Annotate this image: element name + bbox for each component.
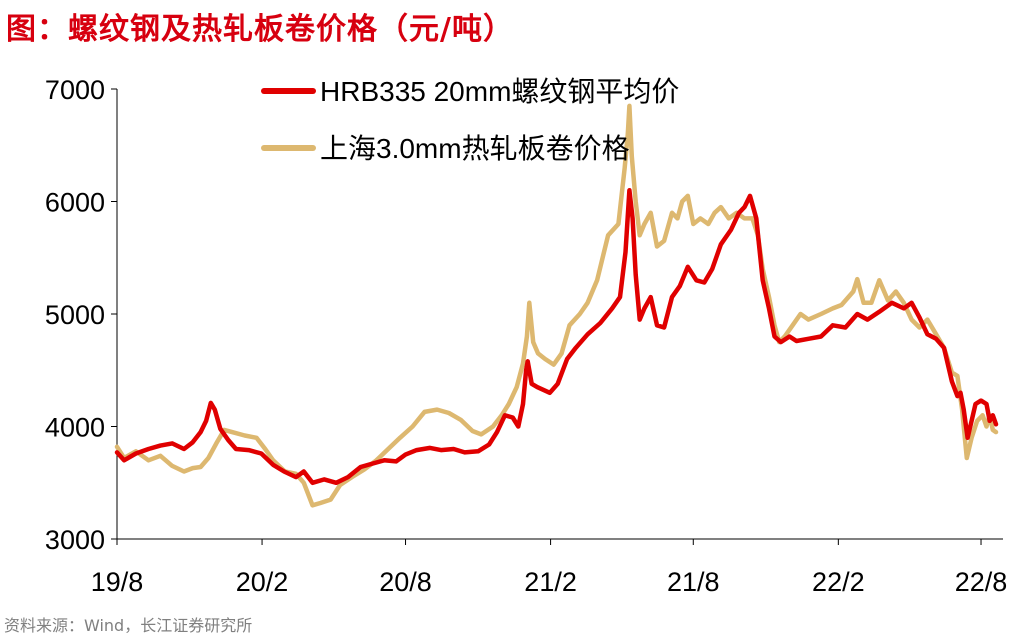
x-tick-label: 22/8 (955, 567, 1008, 597)
x-tick-label: 19/8 (91, 567, 144, 597)
chart-axes: 7000 6000 5000 4000 3000 19/8 20/2 20/8 21/2 21/8… (45, 75, 1007, 597)
chart-title: 图：螺纹钢及热轧板卷价格（元/吨） (6, 12, 514, 47)
y-tick-label: 4000 (45, 413, 105, 443)
y-tick-label: 5000 (45, 300, 105, 330)
source-note: 资料来源：Wind，长江证券研究所 (4, 616, 253, 635)
hot-rolled-coil-price-line (114, 103, 999, 508)
rebar-price-line (114, 188, 999, 486)
chart-series (114, 103, 999, 508)
x-tick-label: 21/2 (524, 567, 577, 597)
x-tick-label: 20/2 (236, 567, 289, 597)
x-tick-label: 22/2 (812, 567, 865, 597)
x-tick-label: 20/8 (379, 567, 432, 597)
y-tick-label: 7000 (45, 75, 105, 105)
legend-hot-rolled-label: 上海3.0mm热轧板卷价格 (320, 133, 630, 164)
y-tick-label: 6000 (45, 188, 105, 218)
x-tick-label: 21/8 (667, 567, 720, 597)
y-tick-label: 3000 (45, 525, 105, 555)
legend-rebar-label: HRB335 20mm螺纹钢平均价 (320, 76, 679, 107)
